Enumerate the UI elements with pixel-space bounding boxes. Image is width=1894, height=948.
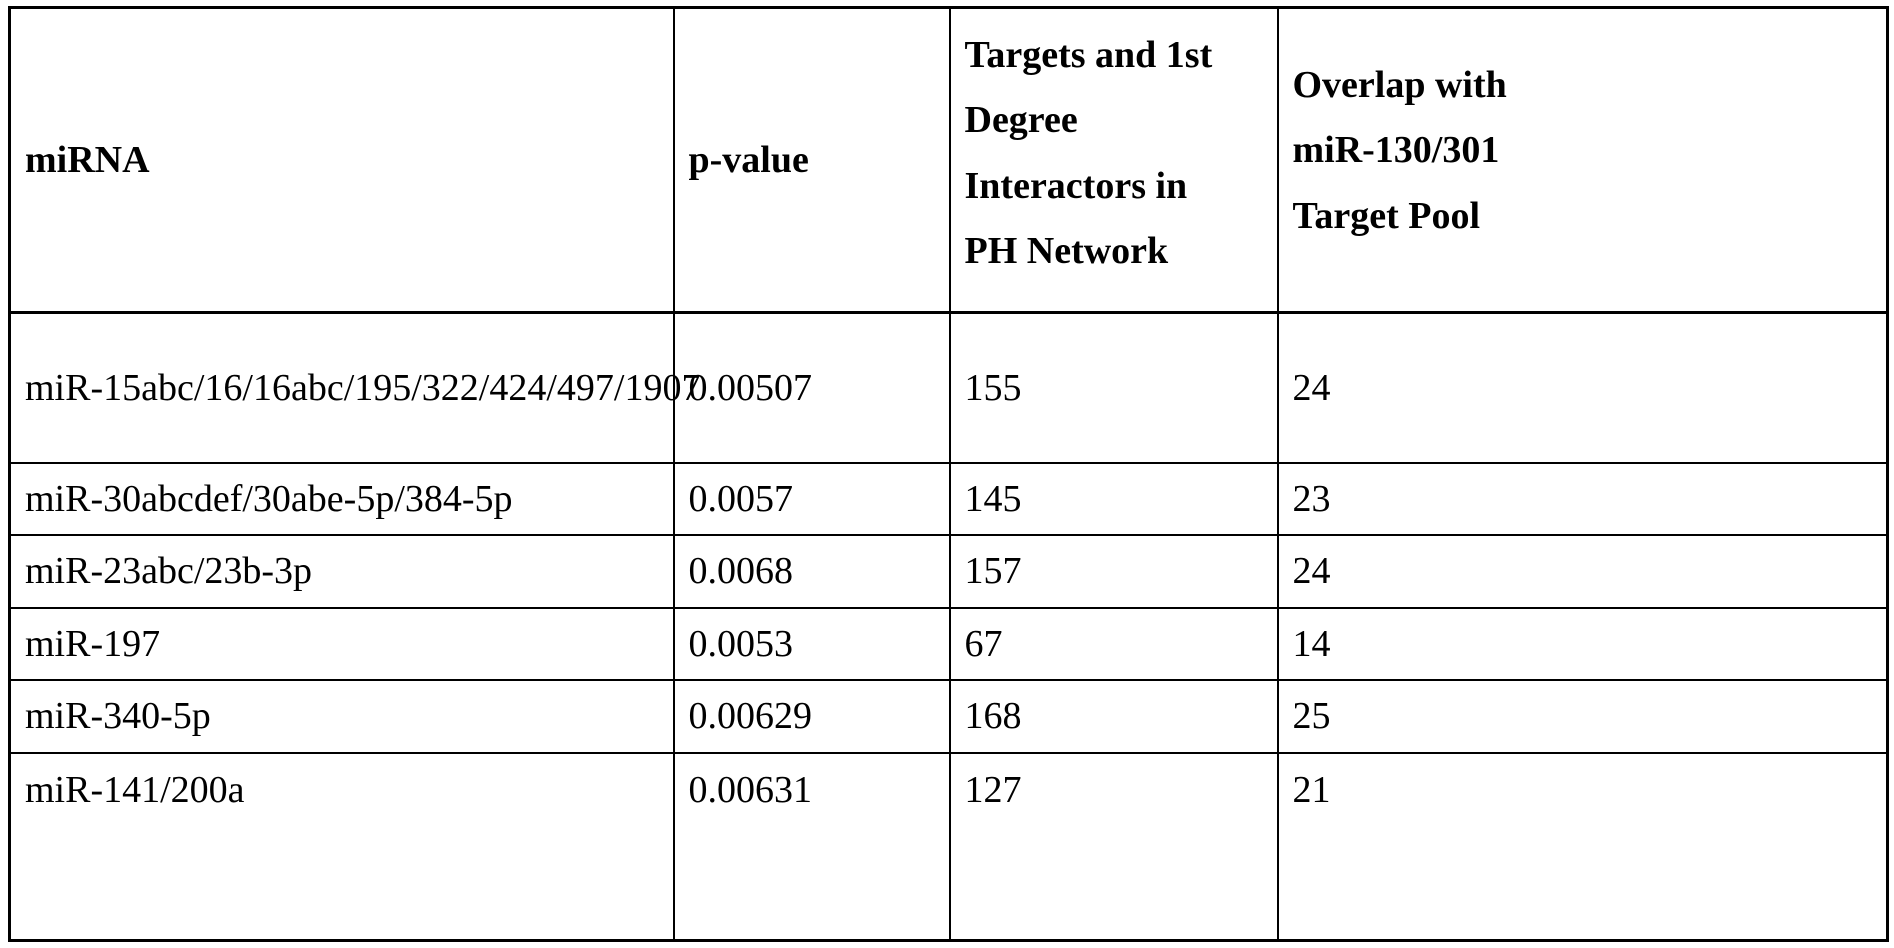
cell-mirna: miR-197 [10,608,674,680]
cell-overlap: 24 [1278,535,1888,608]
column-header-overlap-line-3: Target Pool [1293,184,1873,249]
cell-mirna: miR-30abcdef/30abe-5p/384-5p [10,463,674,535]
cell-targets: 157 [950,535,1278,608]
cell-overlap: 14 [1278,608,1888,680]
cell-overlap: 25 [1278,680,1888,753]
column-header-pvalue: p-value [674,8,950,313]
column-header-mirna: miRNA [10,8,674,313]
cell-overlap: 23 [1278,463,1888,535]
cell-targets: 155 [950,313,1278,463]
table-container: miRNA p-value Targets and 1st Degree Int… [8,6,1886,942]
column-header-targets-line-4: PH Network [965,219,1263,284]
column-header-overlap-line-2: miR-130/301 [1293,118,1873,183]
table-header-row: miRNA p-value Targets and 1st Degree Int… [10,8,1888,313]
cell-mirna: miR-23abc/23b-3p [10,535,674,608]
cell-overlap: 21 [1278,753,1888,941]
cell-targets: 168 [950,680,1278,753]
cell-mirna: miR-15abc/16/16abc/195/322/424/497/1907 [10,313,674,463]
table-row: miR-30abcdef/30abe-5p/384-5p 0.0057 145 … [10,463,1888,535]
cell-overlap: 24 [1278,313,1888,463]
cell-pvalue: 0.00629 [674,680,950,753]
cell-targets: 67 [950,608,1278,680]
column-header-targets-line-1: Targets and 1st [965,23,1263,88]
cell-pvalue: 0.0053 [674,608,950,680]
mirna-results-table: miRNA p-value Targets and 1st Degree Int… [8,6,1889,942]
cell-targets: 127 [950,753,1278,941]
table-row: miR-340-5p 0.00629 168 25 [10,680,1888,753]
cell-pvalue: 0.00631 [674,753,950,941]
cell-pvalue: 0.00507 [674,313,950,463]
table-row: miR-23abc/23b-3p 0.0068 157 24 [10,535,1888,608]
table-row: miR-15abc/16/16abc/195/322/424/497/1907 … [10,313,1888,463]
column-header-targets-line-3: Interactors in [965,154,1263,219]
column-header-targets-line-2: Degree [965,88,1263,153]
column-header-targets: Targets and 1st Degree Interactors in PH… [950,8,1278,313]
table-row: miR-141/200a 0.00631 127 21 [10,753,1888,941]
column-header-overlap: Overlap with miR-130/301 Target Pool [1278,8,1888,313]
cell-mirna: miR-340-5p [10,680,674,753]
cell-mirna: miR-141/200a [10,753,674,941]
table-row: miR-197 0.0053 67 14 [10,608,1888,680]
cell-pvalue: 0.0068 [674,535,950,608]
cell-targets: 145 [950,463,1278,535]
column-header-overlap-line-1: Overlap with [1293,53,1873,118]
cell-pvalue: 0.0057 [674,463,950,535]
